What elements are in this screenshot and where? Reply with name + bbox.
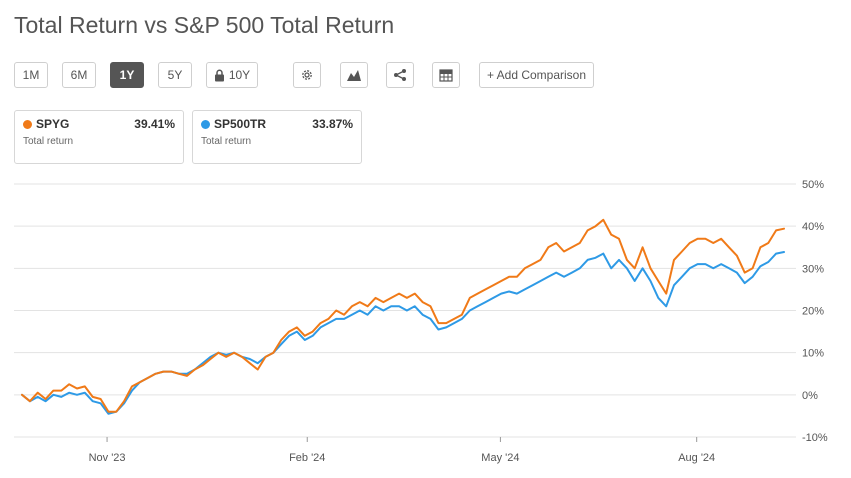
series-line-spyg[interactable] bbox=[21, 218, 785, 413]
range-label: 1Y bbox=[119, 68, 135, 82]
legend-subtitle: Total return bbox=[23, 136, 74, 147]
settings-button[interactable] bbox=[293, 62, 321, 88]
x-tick-label: Feb '24 bbox=[289, 452, 325, 464]
y-tick-label: 50% bbox=[802, 179, 824, 191]
y-tick-label: 40% bbox=[802, 221, 824, 233]
page-title: Total Return vs S&P 500 Total Return bbox=[14, 12, 395, 38]
legend-symbol: SPYG bbox=[36, 117, 70, 131]
add-comparison-label: + Add Comparison bbox=[486, 68, 587, 82]
range-label: 1M bbox=[22, 68, 40, 82]
range-label: 5Y bbox=[167, 68, 183, 82]
add-comparison-button[interactable]: + Add Comparison bbox=[479, 62, 594, 88]
y-tick-label: 10% bbox=[802, 348, 824, 360]
series-color-dot bbox=[23, 120, 32, 129]
y-tick-label: 30% bbox=[802, 263, 824, 275]
range-label: 6M bbox=[70, 68, 88, 82]
y-tick-label: -10% bbox=[802, 432, 828, 444]
share-button[interactable] bbox=[386, 62, 414, 88]
x-tick-label: May '24 bbox=[481, 452, 519, 464]
share-icon bbox=[394, 69, 406, 81]
range-button-1m[interactable]: 1M bbox=[14, 62, 48, 88]
legend-card-spyg[interactable]: SPYG 39.41% Total return bbox=[14, 110, 184, 164]
mountain-chart-icon bbox=[347, 70, 361, 81]
y-tick-label: 0% bbox=[802, 390, 818, 402]
range-button-1y[interactable]: 1Y bbox=[110, 62, 144, 88]
x-tick-label: Aug '24 bbox=[678, 452, 715, 464]
range-button-6m[interactable]: 6M bbox=[62, 62, 96, 88]
series-color-dot bbox=[201, 120, 210, 129]
legend-subtitle: Total return bbox=[201, 136, 252, 147]
legend-value: 33.87% bbox=[312, 117, 353, 131]
y-tick-label: 20% bbox=[802, 306, 824, 318]
x-tick-label: Nov '23 bbox=[89, 452, 126, 464]
table-icon bbox=[439, 68, 453, 82]
total-return-chart[interactable]: 50% 40% 30% 20% 10% 0% -10% Nov '23 Feb '24 May '… bbox=[0, 170, 851, 478]
legend-value: 39.41% bbox=[134, 117, 175, 131]
range-label: 10Y bbox=[228, 68, 251, 82]
gear-icon bbox=[302, 70, 312, 80]
lock-icon bbox=[214, 69, 224, 81]
legend-symbol: SP500TR bbox=[214, 117, 267, 131]
table-button[interactable] bbox=[432, 62, 460, 88]
legend-card-sp500tr[interactable]: SP500TR 33.87% Total return bbox=[192, 110, 362, 164]
range-button-5y[interactable]: 5Y bbox=[158, 62, 192, 88]
chart-type-button[interactable] bbox=[340, 62, 368, 88]
range-button-10y[interactable]: 10Y bbox=[206, 62, 258, 88]
